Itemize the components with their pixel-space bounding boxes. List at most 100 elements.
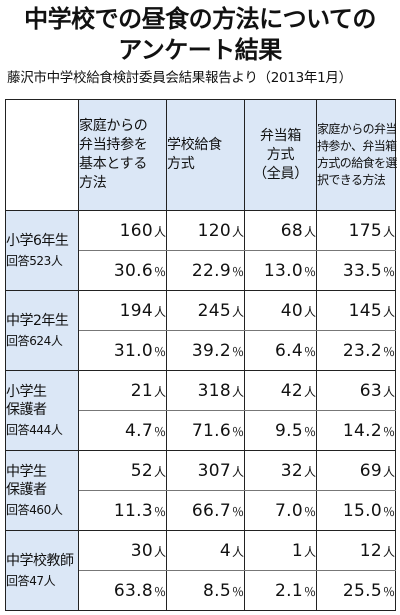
respondent-count: 回答523人	[6, 253, 63, 268]
percent-cell-unit: ％	[382, 264, 395, 279]
percent-cell: 7.0％	[244, 490, 317, 531]
row-group-label: 中学生 保護者 回答460人	[5, 450, 79, 531]
count-cell-unit: 人	[382, 544, 395, 559]
col-header-line: 方式	[266, 146, 295, 163]
table-body: 小学6年生 回答523人 160人 120人 68人 175人 30.6％ 22.9％ 13.0…	[5, 210, 396, 611]
percent-cell: 25.5％	[316, 570, 396, 611]
percent-cell: 63.8％	[78, 570, 167, 611]
percent-cell: 6.4％	[244, 330, 317, 371]
source-caption: 藤沢市中学校給食検討委員会結果報告より（2013年1月）	[7, 70, 352, 86]
count-cell-unit: 人	[303, 384, 316, 399]
col-header-school-lunch: 学校給食 方式	[166, 99, 245, 211]
percent-cell-value: 6.4	[275, 340, 303, 361]
count-cell-value: 12	[359, 540, 382, 561]
count-cell-value: 307	[197, 460, 231, 481]
percent-cell-unit: ％	[153, 504, 166, 519]
percent-cell-value: 11.3	[113, 500, 153, 521]
count-cell: 307人	[166, 450, 245, 491]
count-cell-unit: 人	[303, 544, 316, 559]
count-cell: 160人	[78, 210, 167, 251]
count-cell-unit: 人	[231, 384, 244, 399]
percent-cell-value: 31.0	[113, 340, 153, 361]
percent-cell: 4.7％	[78, 410, 167, 451]
percent-cell-unit: ％	[231, 264, 244, 279]
count-cell: 21人	[78, 370, 167, 411]
percent-cell-unit: ％	[382, 504, 395, 519]
percent-cell-unit: ％	[382, 584, 395, 599]
percent-cell: 8.5％	[166, 570, 245, 611]
count-cell-unit: 人	[231, 304, 244, 319]
table-row-counts: 中学校教師 回答47人 30人 4人 1人 12人	[5, 530, 396, 611]
col-header-choice: 家庭からの弁当 持参か、弁当箱 方式の給食を選 択できる方法	[316, 99, 397, 211]
group-label-line: 小学生	[6, 383, 47, 400]
count-cell-value: 194	[119, 300, 153, 321]
percent-cell-unit: ％	[231, 424, 244, 439]
col-header-line: 持参か、弁当箱	[317, 139, 397, 153]
count-cell-value: 42	[280, 380, 303, 401]
count-cell-value: 175	[348, 220, 382, 241]
count-cell-value: 318	[197, 380, 231, 401]
count-cell-unit: 人	[382, 224, 395, 239]
col-header-line: 家庭からの	[79, 118, 148, 134]
percent-cell: 39.2％	[166, 330, 245, 371]
count-cell-unit: 人	[382, 464, 395, 479]
count-cell-value: 63	[359, 380, 382, 401]
percent-cell-value: 25.5	[342, 580, 382, 601]
count-cell: 63人	[316, 370, 396, 411]
count-cell: 145人	[316, 290, 396, 331]
header-row: 家庭からの 弁当持参を 基本とする 方法 学校給食 方式 弁当箱 方式 （全員）…	[5, 99, 397, 211]
percent-cell-value: 23.2	[342, 340, 382, 361]
percent-cell-unit: ％	[303, 424, 316, 439]
percent-cell-value: 9.5	[275, 420, 303, 441]
percent-cell-value: 66.7	[191, 500, 231, 521]
count-cell-unit: 人	[153, 304, 166, 319]
col-header-lunchbox-all: 弁当箱 方式 （全員）	[244, 99, 317, 211]
percent-cell: 13.0％	[244, 250, 317, 291]
count-cell-unit: 人	[153, 544, 166, 559]
col-header-line: 方式	[167, 156, 195, 172]
row-group-label: 中学校教師 回答47人	[5, 530, 79, 611]
count-cell-unit: 人	[231, 224, 244, 239]
count-cell-value: 1	[291, 540, 303, 561]
col-header-line: 家庭からの弁当	[317, 122, 397, 136]
col-header-line: 弁当持参を	[79, 137, 148, 153]
col-header-line: 方式の給食を選	[317, 156, 397, 170]
percent-cell: 33.5％	[316, 250, 396, 291]
count-cell-unit: 人	[303, 224, 316, 239]
count-cell: 120人	[166, 210, 245, 251]
count-cell: 68人	[244, 210, 317, 251]
count-cell: 12人	[316, 530, 396, 571]
title-line-2: アンケート結果	[118, 36, 282, 64]
table-row-counts: 中学2年生 回答624人 194人 245人 40人 145人	[5, 290, 396, 371]
count-cell-unit: 人	[231, 464, 244, 479]
count-cell-value: 30	[130, 540, 153, 561]
percent-cell: 30.6％	[78, 250, 167, 291]
percent-cell-unit: ％	[382, 424, 395, 439]
count-cell: 69人	[316, 450, 396, 491]
count-cell-value: 68	[280, 220, 303, 241]
row-group-label: 小学生 保護者 回答444人	[5, 370, 79, 451]
percent-cell-value: 14.2	[342, 420, 382, 441]
percent-cell-value: 30.6	[113, 260, 153, 281]
count-cell-value: 32	[280, 460, 303, 481]
percent-cell-unit: ％	[231, 504, 244, 519]
percent-cell-value: 13.0	[263, 260, 303, 281]
col-header-line: 基本とする	[79, 156, 148, 172]
percent-cell-unit: ％	[303, 264, 316, 279]
respondent-count: 回答460人	[6, 502, 63, 517]
percent-cell: 31.0％	[78, 330, 167, 371]
percent-cell-unit: ％	[153, 344, 166, 359]
percent-cell: 15.0％	[316, 490, 396, 531]
percent-cell-value: 7.0	[275, 500, 303, 521]
title-line-1: 中学校での昼食の方法についての	[24, 5, 376, 33]
count-cell-value: 245	[197, 300, 231, 321]
row-group-label: 中学2年生 回答624人	[5, 290, 79, 371]
count-cell: 32人	[244, 450, 317, 491]
percent-cell: 14.2％	[316, 410, 396, 451]
table-row-percents: 4.7％ 71.6％ 9.5％ 14.2％	[6, 410, 396, 451]
respondent-count: 回答444人	[6, 422, 63, 437]
survey-table: 家庭からの 弁当持参を 基本とする 方法 学校給食 方式 弁当箱 方式 （全員）…	[5, 99, 397, 611]
table-row-percents: 11.3％ 66.7％ 7.0％ 15.0％	[6, 490, 396, 531]
percent-cell-value: 15.0	[342, 500, 382, 521]
count-cell-unit: 人	[153, 464, 166, 479]
